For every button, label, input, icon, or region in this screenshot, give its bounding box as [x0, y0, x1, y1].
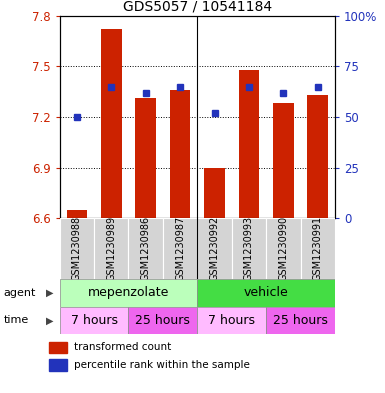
Bar [239, 70, 259, 218]
Text: GSM1230989: GSM1230989 [106, 216, 116, 281]
Text: 25 hours: 25 hours [273, 314, 328, 327]
Bar [49, 342, 67, 353]
Bar [94, 218, 129, 279]
Bar [197, 307, 266, 334]
Bar [101, 29, 122, 218]
Bar [60, 307, 129, 334]
Bar [170, 90, 191, 218]
Text: GSM1230992: GSM1230992 [209, 216, 219, 281]
Text: GSM1230991: GSM1230991 [313, 216, 323, 281]
Text: time: time [4, 315, 29, 325]
Text: 7 hours: 7 hours [208, 314, 255, 327]
Bar [204, 167, 225, 218]
Bar [273, 103, 294, 218]
Bar [307, 95, 328, 218]
Text: 25 hours: 25 hours [136, 314, 190, 327]
Text: transformed count: transformed count [74, 342, 171, 352]
Text: percentile rank within the sample: percentile rank within the sample [74, 360, 250, 370]
Bar [67, 210, 87, 218]
Bar [129, 307, 197, 334]
Bar [60, 279, 197, 307]
Bar [266, 218, 301, 279]
Text: GSM1230987: GSM1230987 [175, 216, 185, 281]
Bar [49, 359, 67, 371]
Text: ▶: ▶ [46, 315, 54, 325]
Bar [129, 218, 163, 279]
Text: agent: agent [4, 288, 36, 298]
Text: GSM1230988: GSM1230988 [72, 216, 82, 281]
Text: mepenzolate: mepenzolate [88, 286, 169, 299]
Text: GSM1230990: GSM1230990 [278, 216, 288, 281]
Bar [60, 218, 94, 279]
Text: 7 hours: 7 hours [70, 314, 117, 327]
Bar [197, 218, 232, 279]
Text: vehicle: vehicle [244, 286, 288, 299]
Bar [232, 218, 266, 279]
Bar [301, 218, 335, 279]
Bar [197, 279, 335, 307]
Title: GDS5057 / 10541184: GDS5057 / 10541184 [123, 0, 272, 13]
Bar [136, 98, 156, 218]
Bar [163, 218, 197, 279]
Text: GSM1230993: GSM1230993 [244, 216, 254, 281]
Bar [266, 307, 335, 334]
Text: GSM1230986: GSM1230986 [141, 216, 151, 281]
Text: ▶: ▶ [46, 288, 54, 298]
